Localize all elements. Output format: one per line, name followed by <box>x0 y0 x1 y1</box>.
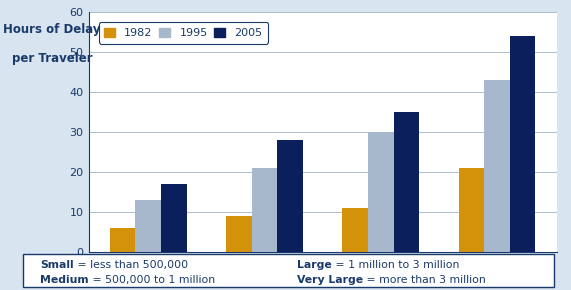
Bar <box>510 36 536 252</box>
X-axis label: Population Area Size: Population Area Size <box>250 271 396 284</box>
Bar <box>343 208 368 252</box>
Text: Hours of Delay: Hours of Delay <box>3 23 100 36</box>
Text: = more than 3 million: = more than 3 million <box>363 275 486 285</box>
Bar <box>459 168 484 252</box>
Text: = 500,000 to 1 million: = 500,000 to 1 million <box>89 275 215 285</box>
Text: Large: Large <box>297 260 332 270</box>
Text: Medium: Medium <box>40 275 89 285</box>
Text: Very Large: Very Large <box>297 275 363 285</box>
Text: Small: Small <box>40 260 74 270</box>
Bar <box>252 168 278 252</box>
Legend: 1982, 1995, 2005: 1982, 1995, 2005 <box>99 22 268 44</box>
Bar <box>393 112 419 252</box>
Bar <box>484 80 510 252</box>
Bar <box>110 228 135 252</box>
Text: per Traveler: per Traveler <box>12 52 93 65</box>
Bar <box>368 132 393 252</box>
Bar <box>226 216 252 252</box>
Bar <box>161 184 187 252</box>
Text: = 1 million to 3 million: = 1 million to 3 million <box>332 260 459 270</box>
Bar <box>135 200 161 252</box>
Text: = less than 500,000: = less than 500,000 <box>74 260 188 270</box>
Bar <box>278 140 303 252</box>
